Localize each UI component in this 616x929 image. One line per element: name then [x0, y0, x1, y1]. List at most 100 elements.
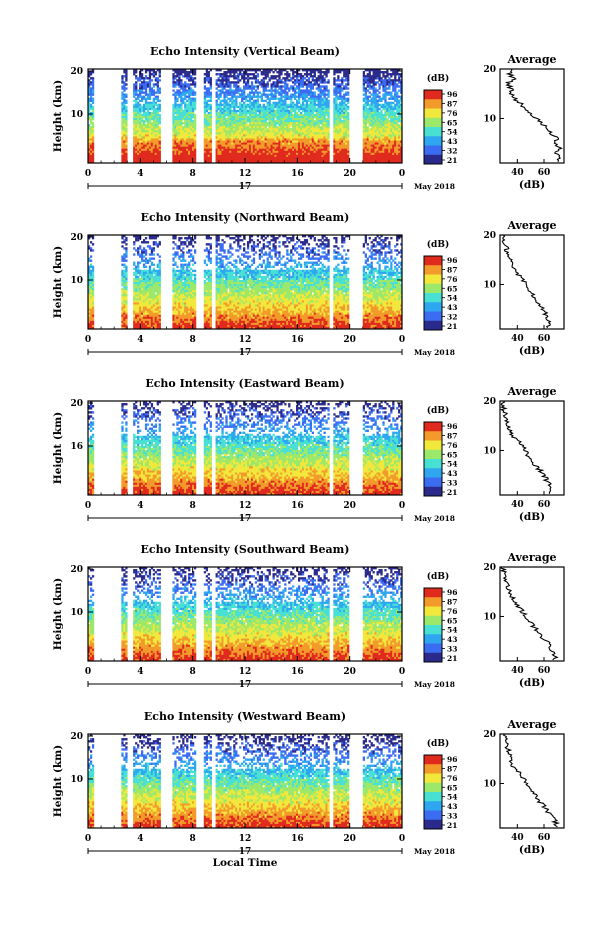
heatmap-cell	[188, 132, 191, 135]
heatmap-cell	[144, 107, 148, 111]
heatmap-cell	[333, 152, 336, 156]
heatmap-cell	[388, 142, 391, 145]
heatmap-cell	[337, 130, 340, 133]
heatmap-cell	[364, 152, 367, 156]
heatmap-cell	[288, 138, 291, 141]
heatmap-cell	[133, 87, 136, 90]
heatmap-cell	[235, 113, 238, 117]
heatmap-cell	[184, 95, 187, 98]
heatmap-cell	[284, 126, 287, 129]
heatmap-cell	[264, 87, 267, 90]
heatmap-cell	[384, 132, 387, 135]
heatmap-cell	[135, 144, 138, 147]
heatmap-cell	[186, 148, 189, 152]
heatmap-cell	[203, 144, 207, 147]
heatmap-cell	[303, 116, 307, 119]
heatmap-cell	[313, 103, 316, 107]
heatmap-cell	[299, 130, 303, 133]
heatmap-cell	[254, 89, 258, 92]
heatmap-cell	[239, 93, 242, 96]
heatmap-cell	[341, 144, 344, 147]
heatmap-cell	[190, 101, 193, 105]
heatmap-cell	[382, 126, 385, 129]
heatmap-cell	[88, 146, 91, 149]
heatmap-cell	[121, 160, 124, 164]
heatmap-cell	[307, 160, 311, 164]
heatmap-cell	[144, 154, 148, 158]
heatmap-cell	[239, 105, 242, 109]
heatmap-cell	[311, 85, 314, 88]
heatmap-cell	[343, 109, 346, 113]
heatmap-cell	[313, 122, 316, 125]
heatmap-cell	[184, 148, 187, 152]
heatmap-cell	[188, 111, 191, 115]
heatmap-cell	[266, 113, 269, 117]
heatmap-cell	[123, 144, 126, 147]
heatmap-cell	[260, 105, 263, 109]
heatmap-cell	[231, 126, 234, 129]
heatmap-cell	[374, 105, 377, 109]
heatmap-cell	[364, 128, 367, 131]
x-tick-label: 4	[137, 169, 143, 179]
heatmap-cell	[284, 69, 287, 72]
heatmap-cell	[248, 77, 252, 80]
heatmap-cell	[280, 134, 283, 137]
heatmap-cell	[184, 134, 187, 137]
heatmap-cell	[174, 107, 177, 111]
heatmap-cell	[192, 136, 195, 139]
heatmap-cell	[252, 111, 256, 115]
heatmap-cell	[144, 69, 148, 72]
heatmap-cell	[372, 107, 375, 111]
heatmap-cell	[274, 140, 277, 143]
heatmap-cell	[297, 154, 301, 158]
heatmap-cell	[125, 152, 128, 156]
heatmap-cell	[262, 146, 265, 149]
heatmap-cell	[225, 144, 228, 147]
heatmap-cell	[284, 160, 287, 164]
heatmap-cell	[152, 146, 156, 149]
heatmap-cell	[217, 69, 220, 72]
heatmap-cell	[186, 107, 189, 111]
heatmap-cell	[305, 71, 309, 74]
heatmap-cell	[400, 99, 403, 102]
heatmap-cell	[154, 154, 157, 158]
heatmap-cell	[203, 136, 207, 139]
heatmap-cell	[366, 77, 369, 80]
heatmap-cell	[243, 89, 246, 92]
heatmap-cell	[341, 122, 344, 125]
heatmap-cell	[345, 124, 348, 127]
heatmap-cell	[270, 148, 273, 152]
heatmap-cell	[152, 71, 156, 74]
heatmap-cell	[258, 148, 261, 152]
heatmap-cell	[205, 144, 209, 147]
heatmap-cell	[366, 138, 369, 141]
heatmap-cell	[233, 158, 236, 162]
heatmap-cell	[239, 158, 242, 162]
heatmap-cell	[243, 105, 246, 109]
heatmap-cell	[154, 107, 157, 111]
heatmap-cell	[229, 124, 232, 127]
heatmap-cell	[250, 113, 254, 117]
heatmap-cell	[364, 136, 367, 139]
heatmap-cell	[317, 150, 320, 154]
heatmap-cell	[186, 160, 189, 164]
heatmap-cell	[184, 120, 187, 123]
heatmap-cell	[262, 69, 265, 72]
heatmap-cell	[299, 124, 303, 127]
heatmap-cell	[246, 85, 250, 88]
heatmap-cell	[268, 109, 271, 113]
heatmap-cell	[315, 107, 318, 111]
heatmap-cell	[394, 111, 397, 115]
heatmap-cell	[246, 69, 250, 72]
heatmap-cell	[280, 144, 283, 147]
heatmap-cell	[382, 71, 385, 74]
heatmap-cell	[260, 79, 263, 82]
heatmap-cell	[239, 107, 242, 111]
heatmap-cell	[323, 99, 326, 102]
heatmap-cell	[207, 73, 210, 76]
heatmap-cell	[274, 111, 277, 115]
heatmap-cell	[286, 93, 289, 96]
heatmap-cell	[345, 71, 348, 74]
heatmap-cell	[227, 103, 230, 107]
heatmap-cell	[386, 148, 389, 152]
